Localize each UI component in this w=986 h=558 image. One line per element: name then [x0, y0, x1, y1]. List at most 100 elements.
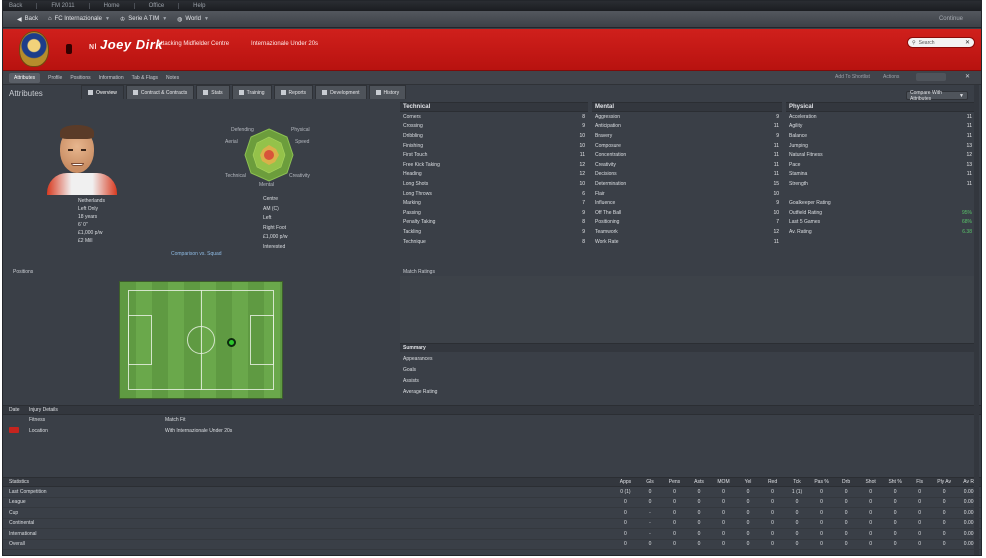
nav-back-button[interactable]: ◀ Back [17, 16, 38, 23]
nav-club-button[interactable]: ⌂ FC Internazionale ▼ [48, 16, 110, 22]
stats-cell: 0 [722, 541, 725, 548]
comparison-link[interactable]: Comparison vs. Squad [171, 251, 222, 257]
physical-attribute-row: Agility 11 [786, 122, 975, 132]
close-icon[interactable]: ✕ [965, 74, 971, 80]
subtab-attributes[interactable]: Attributes [9, 72, 41, 83]
search-icon: ⚲ [912, 39, 916, 46]
stats-cell: 0 [820, 520, 823, 527]
attribute-value: 8 [582, 113, 585, 120]
stats-cell: 0.00 [963, 499, 974, 506]
tab-reports[interactable]: Reports [273, 85, 314, 99]
attribute-value: 10 [773, 190, 779, 197]
stats-column-header[interactable]: Yel [744, 479, 752, 485]
info-line: Interested [263, 243, 286, 250]
stats-column-header[interactable]: Av R [963, 479, 975, 485]
attribute-polygon: Defending Physical Aerial Speed Technica… [225, 125, 313, 189]
player-club[interactable]: Internazionale Under 20s [251, 41, 319, 47]
tab-stats[interactable]: Stats [196, 85, 230, 99]
subtab-information[interactable]: Information [98, 74, 124, 81]
chevron-down-icon: ▼ [959, 92, 964, 99]
stats-cell: 0 [869, 520, 872, 527]
stats-cell: 0 [697, 509, 701, 516]
nav-competition-button[interactable]: ♔ Serie A TIM ▼ [120, 16, 167, 23]
search-box[interactable]: ⚲ Search ✕ [907, 37, 975, 48]
stats-column-header[interactable]: Statistics [9, 479, 30, 485]
tab-development[interactable]: Development [315, 85, 367, 99]
stats-cell: 0 [942, 499, 946, 506]
stats-cell: 0 [746, 520, 750, 527]
attribute-label: Influence [595, 200, 616, 207]
stats-column-header[interactable]: Fls [916, 479, 923, 485]
nav-club-label: FC Internazionale [54, 16, 102, 22]
subtab-notes[interactable]: Notes [166, 74, 180, 81]
stats-cell: 0 [869, 530, 872, 537]
menu-item[interactable]: Home [103, 3, 120, 9]
tab-overview[interactable]: Overview [81, 85, 124, 99]
attribute-label: Work Rate [595, 238, 619, 245]
subtab-tab-flags[interactable]: Tab & Flags [131, 74, 159, 81]
nav-world-button[interactable]: ◍ World ▼ [177, 16, 209, 23]
menu-item[interactable]: Office [148, 3, 165, 9]
attribute-value: 12 [579, 171, 585, 178]
player-photo [47, 123, 117, 195]
physical-rows: Acceleration 11 Agility 11 Balance 11 Jumping 1… [786, 112, 975, 237]
penalty-box-left [128, 315, 152, 365]
subtab-positions[interactable]: Positions [70, 74, 91, 81]
stats-cell: 0 [746, 499, 750, 506]
stats-cell: 0.00 [963, 520, 974, 527]
tab-history[interactable]: History [368, 85, 407, 99]
close-icon[interactable]: ✕ [964, 40, 970, 46]
stats-column-header[interactable]: Pas % [814, 479, 829, 485]
menu-item[interactable]: Help [193, 3, 206, 9]
actions-button[interactable]: Actions [883, 74, 900, 80]
stats-column-header[interactable]: Apps [619, 479, 632, 485]
attribute-label: Natural Fitness [789, 152, 823, 159]
menu-item[interactable]: Back [9, 3, 23, 9]
action-dropdown[interactable] [916, 73, 946, 81]
compare-dropdown[interactable]: Compare With Attributes ▼ [906, 90, 968, 102]
scrollbar[interactable] [974, 85, 979, 555]
stats-column-header[interactable]: Drb [842, 479, 851, 485]
stats-cell: 0 [673, 541, 676, 548]
attribute-label: Aggression [595, 113, 621, 120]
attribute-value: 6.38 [962, 228, 972, 235]
stats-column-header[interactable]: Gls [646, 479, 654, 485]
info-line: Right Foot [263, 224, 287, 231]
stats-cell: 0 [673, 488, 676, 495]
stats-cell: 0 [624, 520, 627, 527]
physical-attribute-row: Goalkeeper Rating [786, 198, 975, 208]
stats-column-header[interactable]: Red [767, 479, 778, 485]
status-cell: Location [29, 428, 48, 434]
stats-column-header[interactable]: Asts [694, 479, 704, 485]
tab-training[interactable]: Training [231, 85, 272, 99]
stats-column-header[interactable]: Tck [793, 479, 801, 485]
attribute-value: 11 [966, 123, 972, 130]
stats-column-header[interactable]: Ply Av [937, 479, 952, 485]
eye [68, 149, 73, 151]
stats-cell: 0 [795, 509, 799, 516]
stats-column-header[interactable]: Shot [865, 479, 876, 485]
stats-cell: 0 [893, 509, 897, 516]
continue-button[interactable]: Continue [938, 16, 963, 22]
stats-row: Continental 0 - 0 0 0 0 0 0 0 0 0 0 0 0 0.00 [3, 519, 981, 529]
status-row-fitness: Fitness Match Fit [3, 415, 981, 425]
tab-label: Contract & Contracts [140, 89, 188, 96]
stats-column-header[interactable]: Pens [668, 479, 681, 485]
stats-column-header[interactable]: Sht % [888, 479, 902, 485]
mental-header: Mental [592, 102, 782, 112]
technical-attribute-row: Technique 8 [400, 237, 588, 247]
stats-row-label: Last Competition [9, 488, 47, 495]
attribute-label: Concentration [595, 152, 627, 159]
attribute-label: Positioning [595, 219, 620, 226]
tab-contract[interactable]: Contract & Contracts [125, 85, 195, 99]
physical-attributes: Physical Acceleration 11 Agility 11 Balance 1… [786, 102, 975, 237]
stats-cell: 1 (1) [791, 488, 803, 495]
shortlist-button[interactable]: Add To Shortlist [835, 74, 870, 80]
stats-cell: 0 [893, 530, 897, 537]
subtab-profile[interactable]: Profile [48, 74, 63, 81]
attribute-label: Dribbling [403, 132, 423, 139]
menu-item[interactable]: FM 2011 [51, 3, 75, 9]
stats-column-header[interactable]: MOM [717, 479, 730, 485]
attribute-value: 11 [773, 152, 779, 159]
stats-cell: 0 [844, 488, 848, 495]
